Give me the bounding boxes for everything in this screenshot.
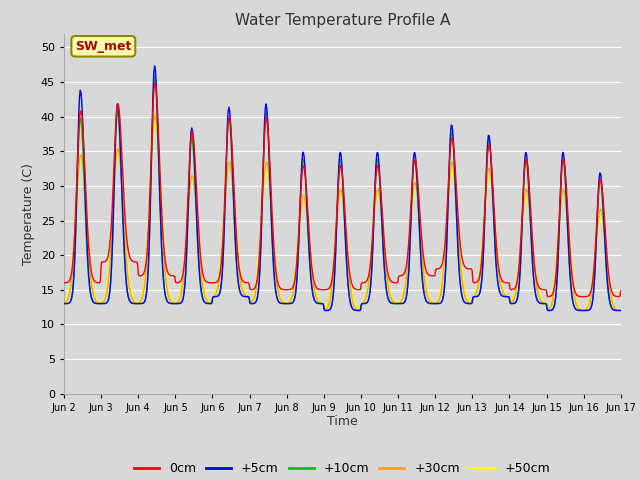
- Legend: 0cm, +5cm, +10cm, +30cm, +50cm: 0cm, +5cm, +10cm, +30cm, +50cm: [129, 457, 556, 480]
- Title: Water Temperature Profile A: Water Temperature Profile A: [235, 13, 450, 28]
- Y-axis label: Temperature (C): Temperature (C): [22, 163, 35, 264]
- Text: SW_met: SW_met: [75, 40, 131, 53]
- X-axis label: Time: Time: [327, 415, 358, 429]
